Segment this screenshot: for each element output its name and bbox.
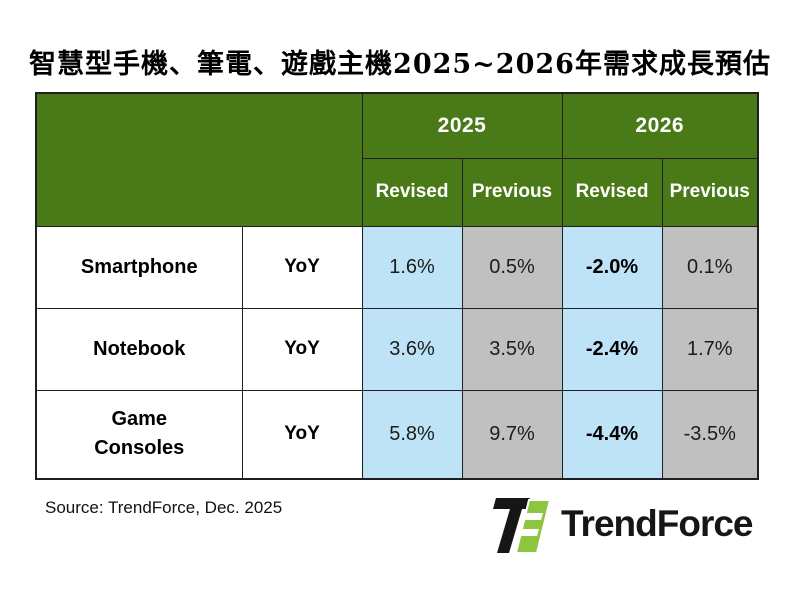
value-cell: -2.0%: [561, 225, 663, 309]
header-year-2026: 2026: [561, 92, 759, 159]
value-cell: 3.5%: [461, 307, 563, 391]
value-cell: 3.6%: [361, 307, 463, 391]
metric-cell: YoY: [241, 389, 363, 480]
table-row-notebook: Notebook YoY 3.6% 3.5% -2.4% 1.7%: [35, 307, 759, 391]
table-row-smartphone: Smartphone YoY 1.6% 0.5% -2.0% 0.1%: [35, 225, 759, 309]
metric-cell: YoY: [241, 307, 363, 391]
trendforce-logo: TrendForce: [493, 490, 753, 558]
header-year-2025: 2025: [361, 92, 563, 159]
category-cell: Notebook: [35, 307, 243, 391]
value-cell: -4.4%: [561, 389, 663, 480]
value-cell: 9.7%: [461, 389, 563, 480]
value-cell: 5.8%: [361, 389, 463, 480]
value-cell: 0.5%: [461, 225, 563, 309]
category-cell: Smartphone: [35, 225, 243, 309]
page-title: 智慧型手機、筆電、遊戲主機2025~2026年需求成長預估: [29, 49, 771, 80]
metric-cell: YoY: [241, 225, 363, 309]
category-cell: Game Consoles: [35, 389, 243, 480]
subheader-revised-2026: Revised: [561, 157, 663, 227]
forecast-table: 2025 2026 Revised Previous Revised Previ…: [35, 92, 759, 480]
subheader-revised-2025: Revised: [361, 157, 463, 227]
header-blank-cell: [35, 92, 363, 227]
trendforce-logo-text: TrendForce: [561, 503, 753, 544]
subheader-previous-2025: Previous: [461, 157, 563, 227]
table-row-game-consoles: Game Consoles YoY 5.8% 9.7% -4.4% -3.5%: [35, 389, 759, 480]
category-label: Game Consoles: [94, 408, 185, 460]
value-cell: 1.6%: [361, 225, 463, 309]
subheader-previous-2026: Previous: [661, 157, 759, 227]
source-note: Source: TrendForce, Dec. 2025: [45, 498, 283, 517]
value-cell: 0.1%: [661, 225, 759, 309]
value-cell: -3.5%: [661, 389, 759, 480]
trendforce-logo-mark-icon: [493, 498, 552, 554]
value-cell: 1.7%: [661, 307, 759, 391]
value-cell: -2.4%: [561, 307, 663, 391]
